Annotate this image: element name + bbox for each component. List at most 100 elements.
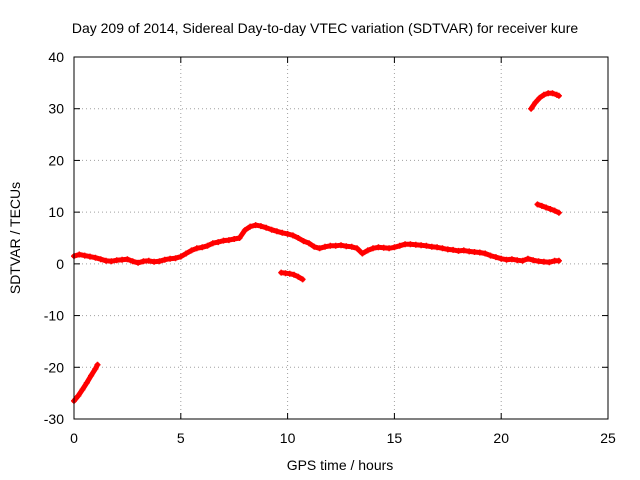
data-point — [546, 259, 553, 266]
data-point — [492, 254, 499, 261]
y-tick-label: 20 — [48, 152, 64, 168]
data-point — [231, 236, 238, 242]
data-point — [450, 246, 457, 253]
y-tick-label: -30 — [44, 411, 64, 427]
data-point — [555, 92, 562, 99]
data-point — [423, 242, 430, 249]
data-point — [92, 254, 99, 261]
x-tick-label: 20 — [493, 430, 509, 446]
data-point — [519, 257, 526, 264]
data-point — [286, 270, 293, 277]
data-point — [92, 365, 99, 372]
data-point — [81, 252, 88, 259]
data-point — [524, 255, 531, 262]
data-point — [209, 240, 216, 247]
x-tick-label: 0 — [70, 430, 78, 446]
data-point — [540, 258, 547, 265]
data-point — [482, 250, 489, 257]
data-point — [289, 232, 296, 239]
data-point — [547, 206, 554, 212]
data-point — [348, 243, 355, 250]
data-point — [466, 248, 473, 255]
data-point — [167, 255, 174, 262]
data-point — [97, 256, 104, 263]
data-point — [370, 245, 376, 252]
gridlines — [74, 57, 608, 419]
series-late-mid-arc — [534, 201, 562, 216]
y-axis-label: SDTVAR / TECUs — [7, 182, 23, 294]
data-point — [332, 242, 339, 249]
data-point — [402, 241, 409, 248]
y-tick-label: -10 — [44, 308, 64, 324]
data-point — [386, 245, 393, 252]
data-point — [316, 245, 323, 252]
data-point — [76, 251, 83, 258]
data-point — [291, 271, 297, 278]
data-point — [188, 247, 195, 254]
data-point — [514, 257, 521, 264]
data-point — [299, 276, 306, 283]
data-point — [471, 249, 478, 255]
tick-labels: 0 5 10 15 20 25 -30 -20 -10 0 10 20 30 40 — [44, 49, 616, 446]
data-point — [354, 245, 360, 252]
data-point — [161, 256, 168, 263]
plot-frame — [73, 56, 609, 420]
data-point — [94, 361, 101, 368]
data-point — [247, 223, 254, 230]
data-point — [343, 243, 350, 250]
data-point — [364, 247, 371, 254]
x-tick-label: 5 — [177, 430, 185, 446]
data-point — [396, 242, 403, 249]
series-mid-dip — [278, 269, 306, 283]
x-axis-label: GPS time / hours — [287, 457, 394, 473]
data-point — [439, 245, 446, 252]
y-tick-label: 40 — [48, 49, 64, 65]
data-point — [124, 256, 131, 263]
data-point — [75, 392, 82, 399]
data-point — [391, 244, 398, 251]
data-point — [279, 229, 286, 236]
data-point — [359, 250, 366, 257]
data-point — [113, 257, 120, 264]
data-point — [151, 258, 158, 265]
data-point — [528, 105, 535, 112]
data-point — [306, 240, 312, 247]
data-point — [300, 238, 307, 245]
data-point — [199, 244, 206, 251]
data-point — [498, 255, 505, 262]
data-point — [215, 239, 222, 246]
data-point — [418, 242, 425, 249]
data-point — [508, 256, 515, 263]
data-point — [108, 258, 115, 265]
data-point — [476, 249, 483, 256]
data-point — [295, 235, 302, 241]
chart-title: Day 209 of 2014, Sidereal Day-to-day VTE… — [72, 20, 578, 36]
data-point — [530, 257, 537, 264]
data-point — [487, 252, 494, 259]
data-point — [183, 250, 190, 257]
data-point — [145, 257, 152, 264]
data-point — [535, 258, 542, 265]
data-point — [444, 246, 451, 253]
data-point — [540, 91, 547, 98]
data-point — [407, 241, 414, 248]
data-point — [257, 223, 264, 230]
series-late-high-arc — [528, 90, 562, 112]
data-point — [129, 258, 136, 265]
data-point — [375, 244, 382, 251]
data-point — [549, 90, 556, 97]
y-tick-label: -20 — [44, 359, 64, 375]
series-early-arc — [71, 361, 101, 404]
data-point — [284, 230, 291, 237]
x-tick-label: 25 — [600, 430, 616, 446]
data-point — [177, 253, 184, 260]
data-point — [135, 259, 142, 266]
data-point — [455, 247, 462, 254]
data-point — [536, 94, 543, 101]
data-point — [88, 372, 95, 379]
series-main-arc — [71, 222, 562, 266]
data-point — [434, 244, 441, 251]
data-point — [268, 226, 275, 233]
